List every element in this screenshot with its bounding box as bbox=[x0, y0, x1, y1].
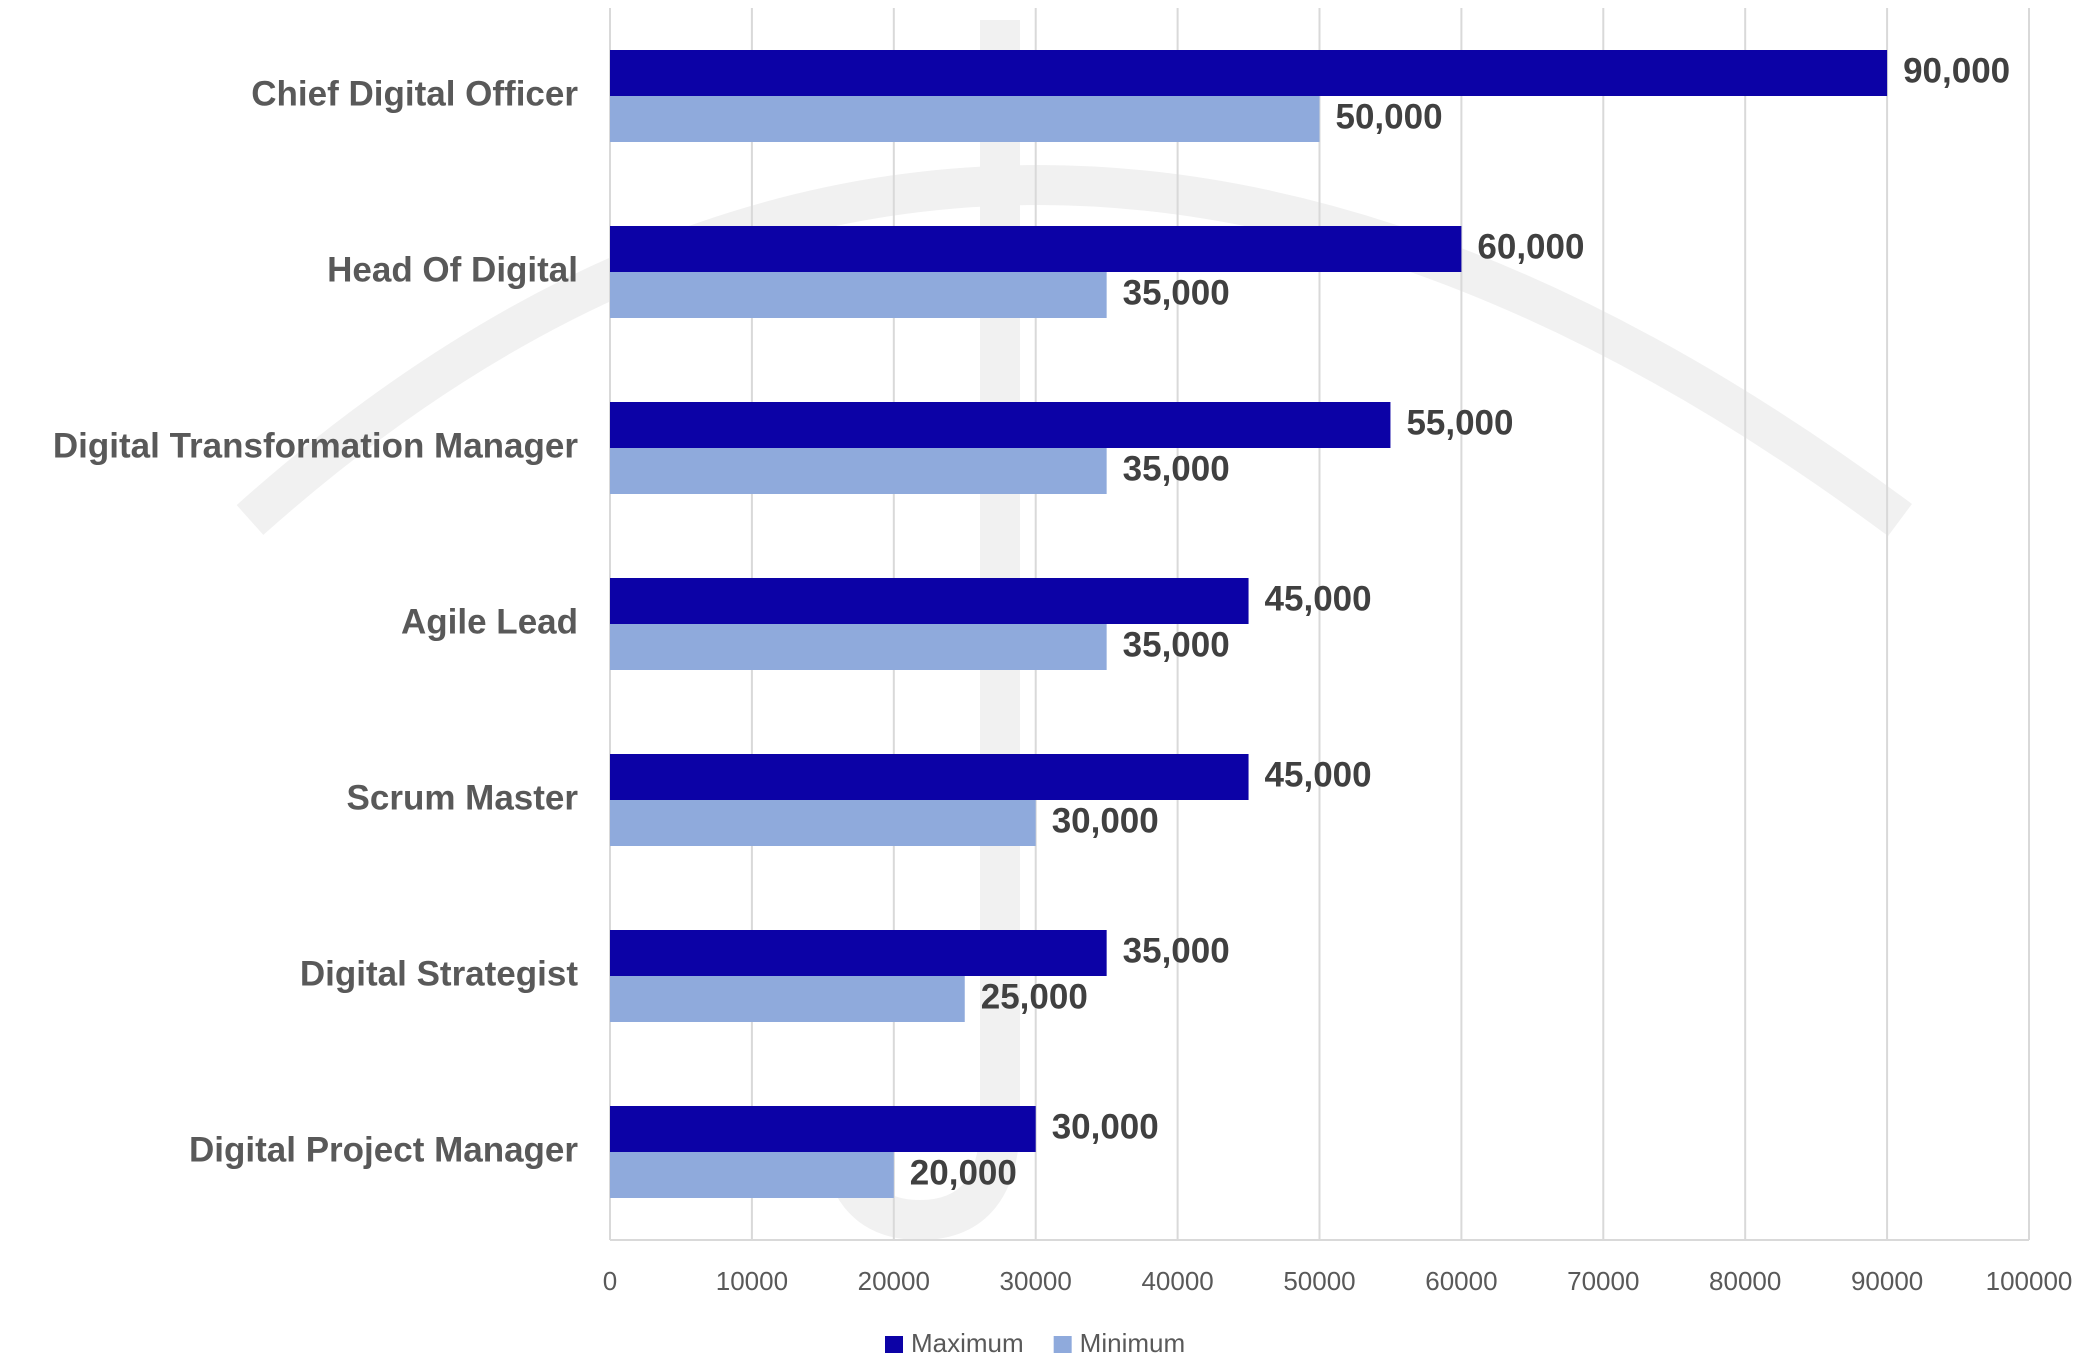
legend-swatch bbox=[885, 1336, 903, 1353]
category-label: Digital Project Manager bbox=[189, 1130, 578, 1169]
category-label: Digital Strategist bbox=[300, 954, 578, 993]
x-tick-label: 60000 bbox=[1425, 1266, 1497, 1296]
x-tick-label: 70000 bbox=[1567, 1266, 1639, 1296]
x-tick-label: 100000 bbox=[1986, 1266, 2073, 1296]
bar bbox=[610, 402, 1391, 448]
value-label: 55,000 bbox=[1406, 403, 1513, 442]
x-tick-label: 30000 bbox=[1000, 1266, 1072, 1296]
value-label: 35,000 bbox=[1123, 273, 1230, 312]
bar bbox=[610, 800, 1036, 846]
value-label: 45,000 bbox=[1265, 755, 1372, 794]
legend-swatch bbox=[1053, 1336, 1072, 1353]
value-label: 45,000 bbox=[1265, 579, 1372, 618]
bar bbox=[610, 754, 1249, 800]
category-label: Head Of Digital bbox=[327, 250, 578, 289]
legend-label: Maximum bbox=[911, 1328, 1024, 1353]
x-tick-label: 0 bbox=[603, 1266, 617, 1296]
x-tick-label: 20000 bbox=[858, 1266, 930, 1296]
bar bbox=[610, 272, 1107, 318]
value-label: 20,000 bbox=[910, 1153, 1017, 1192]
bar bbox=[610, 448, 1107, 494]
value-label: 60,000 bbox=[1477, 227, 1584, 266]
x-tick-label: 90000 bbox=[1851, 1266, 1923, 1296]
bar bbox=[610, 50, 1888, 96]
x-tick-label: 40000 bbox=[1141, 1266, 1213, 1296]
category-label: Digital Transformation Manager bbox=[53, 426, 578, 465]
bar bbox=[610, 1106, 1036, 1152]
bar bbox=[610, 1152, 894, 1198]
value-label: 50,000 bbox=[1336, 97, 1443, 136]
x-tick-label: 10000 bbox=[716, 1266, 788, 1296]
category-label: Agile Lead bbox=[401, 602, 578, 641]
bar bbox=[610, 976, 965, 1022]
x-tick-label: 50000 bbox=[1283, 1266, 1355, 1296]
value-label: 35,000 bbox=[1123, 449, 1230, 488]
bar bbox=[610, 578, 1249, 624]
value-label: 35,000 bbox=[1123, 931, 1230, 970]
category-label: Scrum Master bbox=[347, 778, 579, 817]
legend-label: Minimum bbox=[1080, 1328, 1185, 1353]
value-label: 35,000 bbox=[1123, 625, 1230, 664]
value-label: 90,000 bbox=[1903, 51, 2010, 90]
x-tick-label: 80000 bbox=[1709, 1266, 1781, 1296]
bar bbox=[610, 930, 1107, 976]
value-label: 25,000 bbox=[981, 977, 1088, 1016]
bar bbox=[610, 226, 1462, 272]
category-label: Chief Digital Officer bbox=[251, 74, 578, 113]
value-label: 30,000 bbox=[1052, 1107, 1159, 1146]
bar bbox=[610, 624, 1107, 670]
bar bbox=[610, 96, 1320, 142]
value-label: 30,000 bbox=[1052, 801, 1159, 840]
